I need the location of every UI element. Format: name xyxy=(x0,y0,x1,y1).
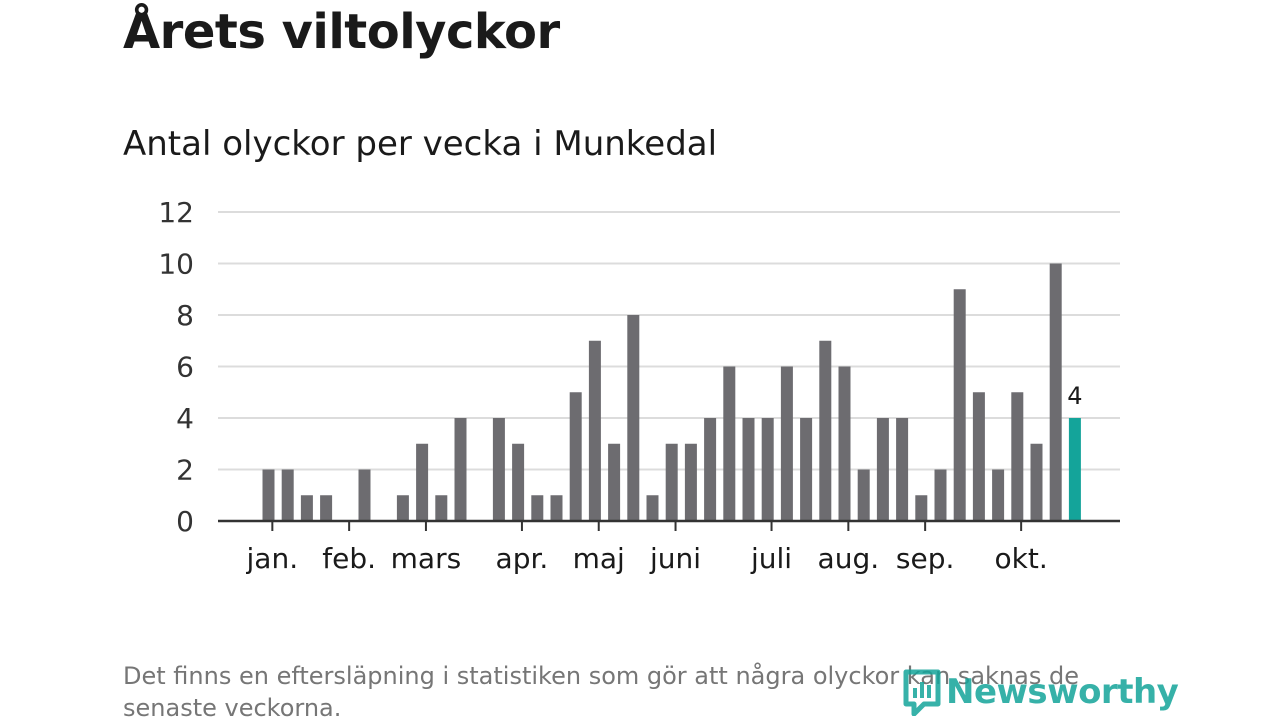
bar xyxy=(435,495,448,521)
newsworthy-logo-text: Newsworthy xyxy=(946,672,1179,712)
y-tick-label: 12 xyxy=(158,196,194,229)
newsworthy-logo-icon xyxy=(903,669,941,716)
x-tick-label: apr. xyxy=(496,542,549,575)
bar xyxy=(800,418,813,521)
bar xyxy=(780,366,793,521)
data-labels: 4 xyxy=(1067,382,1082,410)
bar xyxy=(819,340,832,521)
bar xyxy=(627,315,640,521)
newsworthy-logo: Newsworthy xyxy=(902,668,1179,716)
y-tick-label: 0 xyxy=(176,505,194,538)
footnote: Det finns en eftersläpning i statistiken… xyxy=(123,662,1079,722)
x-axis-tick-labels: jan. feb. mars apr. maj juni juli aug. sep. okt. xyxy=(246,542,1048,575)
bar xyxy=(416,443,429,521)
y-tick-label: 4 xyxy=(176,402,194,435)
bar xyxy=(723,366,736,521)
bar xyxy=(646,495,659,521)
bar xyxy=(684,443,697,521)
bar xyxy=(876,418,889,521)
bar xyxy=(704,418,717,521)
bars xyxy=(262,263,1081,521)
bar xyxy=(550,495,563,521)
bar xyxy=(857,469,870,521)
bar xyxy=(992,469,1005,521)
x-tick-label: juni xyxy=(649,542,701,575)
bar xyxy=(1011,392,1024,521)
x-tick-label: jan. xyxy=(246,542,299,575)
y-tick-label: 10 xyxy=(158,248,194,281)
bar xyxy=(492,418,505,521)
bar xyxy=(665,443,678,521)
x-tick-label: maj xyxy=(573,542,625,575)
bar xyxy=(953,289,966,521)
bar xyxy=(300,495,313,521)
x-tick-label: juli xyxy=(750,542,792,575)
bar xyxy=(588,340,601,521)
x-tick-label: feb. xyxy=(322,542,376,575)
chart-subtitle: Antal olyckor per vecka i Munkedal xyxy=(123,124,718,164)
bar xyxy=(396,495,409,521)
bar xyxy=(1049,263,1062,521)
bar xyxy=(608,443,621,521)
bar xyxy=(262,469,275,521)
x-tick-label: okt. xyxy=(995,542,1048,575)
bar xyxy=(358,469,371,521)
bar xyxy=(972,392,985,521)
x-tick-label: mars xyxy=(391,542,462,575)
bar xyxy=(838,366,851,521)
bar xyxy=(761,418,774,521)
bar xyxy=(896,418,909,521)
bar xyxy=(512,443,525,521)
bar xyxy=(915,495,928,521)
x-tick-label: sep. xyxy=(896,542,955,575)
data-label: 4 xyxy=(1067,382,1082,410)
bar xyxy=(1068,418,1081,521)
bar xyxy=(281,469,294,521)
bar xyxy=(569,392,582,521)
bar xyxy=(1030,443,1043,521)
x-axis xyxy=(218,519,1120,531)
y-tick-label: 8 xyxy=(176,299,194,332)
bar xyxy=(531,495,544,521)
x-tick-label: aug. xyxy=(818,542,880,575)
bar xyxy=(742,418,755,521)
chart-title: Årets viltolyckor xyxy=(123,4,560,60)
bar xyxy=(320,495,333,521)
y-axis-tick-labels: 0 2 4 6 8 10 12 xyxy=(158,196,194,538)
y-tick-label: 2 xyxy=(176,454,194,487)
bar xyxy=(934,469,947,521)
y-tick-label: 6 xyxy=(176,351,194,384)
bar xyxy=(454,418,467,521)
